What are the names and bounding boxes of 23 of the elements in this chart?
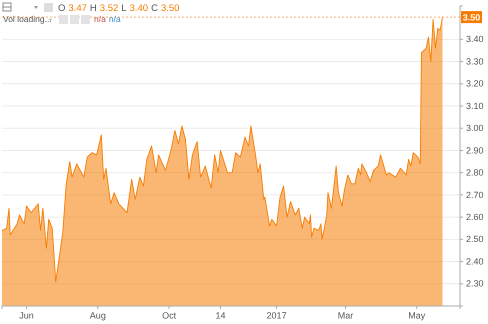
annotation: n/a n/a bbox=[94, 14, 121, 24]
ref-line-label: 3.50 bbox=[462, 12, 480, 23]
x-tick-label: Jun bbox=[19, 310, 34, 320]
y-tick-label: 2.40 bbox=[466, 256, 484, 266]
x-tick-label: Aug bbox=[90, 310, 106, 320]
y-tick-label: 3.00 bbox=[466, 123, 484, 134]
x-tick-label: 14 bbox=[215, 310, 226, 320]
annotation: O 3.47 H 3.52 L 3.40 C 3.50 bbox=[58, 3, 180, 14]
y-tick-label: 3.20 bbox=[466, 78, 484, 89]
y-tick-label: 3.40 bbox=[466, 34, 484, 44]
y-tick-label: 3.30 bbox=[466, 56, 484, 66]
y-tick-label: 2.90 bbox=[466, 145, 484, 156]
y-tick-label: 3.10 bbox=[466, 100, 484, 111]
annotation: Vol loading... bbox=[3, 14, 52, 24]
y-tick-label: 2.50 bbox=[466, 234, 484, 244]
y-tick-label: 2.80 bbox=[466, 168, 484, 178]
x-tick-label: 2017 bbox=[266, 310, 287, 320]
x-tick-label: Mar bbox=[338, 310, 354, 320]
x-tick-label: Oct bbox=[162, 310, 177, 320]
x-tick-label: May bbox=[408, 310, 426, 320]
y-tick-label: 2.30 bbox=[466, 278, 484, 289]
y-tick-label: 2.60 bbox=[466, 212, 484, 222]
y-tick-label: 2.70 bbox=[466, 190, 484, 200]
